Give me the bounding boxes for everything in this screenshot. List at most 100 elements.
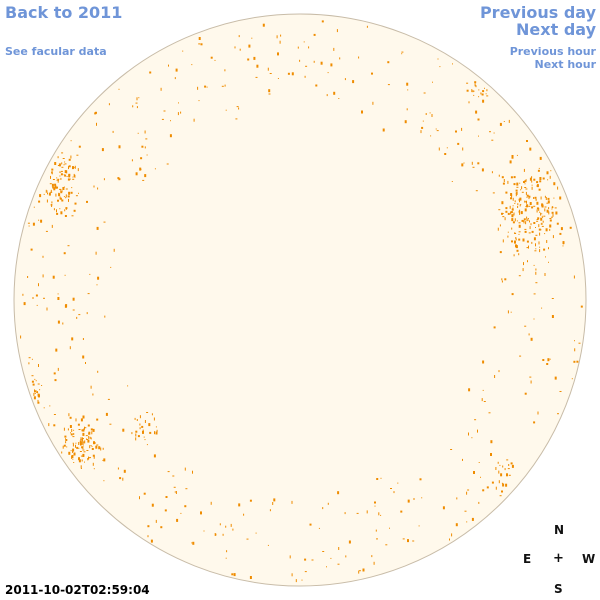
facula-speck: [311, 559, 314, 561]
facula-speck: [68, 178, 71, 180]
facula-speck: [38, 364, 39, 367]
facula-speck: [524, 392, 527, 395]
facula-speck: [53, 424, 56, 427]
facula-speck: [84, 427, 87, 429]
facula-speck: [578, 342, 581, 344]
facula-speck: [524, 187, 527, 188]
facula-speck: [64, 435, 67, 438]
facula-speck: [387, 61, 390, 64]
facula-speck: [42, 274, 44, 278]
facula-speck: [498, 370, 500, 373]
facula-speck: [144, 146, 146, 149]
facula-speck: [192, 470, 193, 474]
facula-speck: [501, 482, 503, 484]
facula-speck: [507, 231, 509, 233]
facula-speck: [75, 195, 78, 197]
facula-speck: [378, 512, 380, 516]
facula-speck: [518, 222, 521, 224]
facula-speck: [362, 568, 365, 572]
facular-data-link[interactable]: See facular data: [5, 45, 107, 58]
next-day-link[interactable]: Next day: [516, 20, 596, 39]
facula-speck: [550, 224, 552, 228]
facula-speck: [76, 154, 79, 156]
back-to-year-link[interactable]: Back to 2011: [5, 3, 123, 22]
facula-speck: [46, 307, 48, 311]
facula-speck: [185, 488, 188, 490]
facula-speck: [30, 248, 33, 251]
facula-speck: [528, 218, 529, 220]
facula-speck: [65, 441, 67, 444]
facula-speck: [533, 264, 535, 266]
facula-speck: [182, 50, 184, 52]
facula-speck: [28, 225, 30, 227]
facula-speck: [533, 237, 536, 241]
facula-speck: [90, 437, 92, 440]
facula-speck: [533, 222, 536, 224]
facula-speck: [132, 105, 134, 108]
facula-speck: [139, 423, 141, 426]
facula-speck: [137, 132, 139, 134]
facula-speck: [339, 57, 341, 60]
next-hour-link[interactable]: Next hour: [534, 58, 597, 71]
facula-speck: [57, 320, 60, 324]
facula-speck: [131, 159, 133, 162]
facula-speck: [531, 176, 533, 179]
facula-speck: [45, 230, 48, 232]
facula-speck: [267, 67, 269, 71]
facula-speck: [253, 56, 256, 60]
facula-speck: [32, 383, 35, 386]
facula-speck: [374, 501, 376, 504]
facula-speck: [549, 358, 551, 360]
facula-speck: [486, 89, 488, 92]
facula-speck: [450, 449, 453, 450]
facula-speck: [502, 465, 504, 468]
facula-speck: [501, 280, 503, 283]
facula-speck: [531, 206, 534, 209]
facula-speck: [62, 187, 65, 190]
facula-speck: [165, 496, 168, 498]
facula-speck: [348, 540, 351, 544]
facula-speck: [507, 180, 509, 184]
facula-speck: [64, 170, 67, 174]
facula-speck: [81, 459, 83, 462]
compass-center-icon: +: [553, 551, 564, 566]
facula-speck: [468, 388, 471, 392]
facula-speck: [173, 486, 176, 488]
facula-speck: [536, 185, 539, 187]
facula-speck: [373, 561, 375, 565]
facula-speck: [71, 215, 74, 217]
facula-speck: [472, 90, 474, 93]
facula-speck: [91, 431, 93, 435]
facula-speck: [101, 148, 104, 152]
previous-day-link[interactable]: Previous day: [479, 3, 596, 22]
facula-speck: [536, 219, 539, 220]
facula-speck: [53, 187, 56, 191]
facula-speck: [521, 186, 523, 190]
facula-speck: [86, 312, 88, 315]
facula-speck: [486, 95, 489, 97]
facula-speck: [517, 206, 519, 208]
facula-speck: [544, 233, 546, 235]
facula-speck: [301, 579, 303, 581]
facula-speck: [557, 186, 559, 190]
facula-speck: [518, 231, 521, 233]
facula-speck: [83, 441, 85, 444]
facula-speck: [507, 310, 509, 314]
facula-speck: [102, 459, 104, 461]
facula-speck: [309, 523, 312, 526]
facula-speck: [289, 555, 291, 559]
facula-speck: [526, 216, 528, 219]
facula-speck: [537, 411, 539, 415]
facula-speck: [535, 227, 536, 228]
previous-hour-link[interactable]: Previous hour: [509, 45, 596, 58]
facula-speck: [65, 188, 68, 190]
facula-speck: [74, 174, 76, 178]
facula-speck: [151, 413, 153, 416]
facula-speck: [73, 167, 75, 169]
facula-speck: [135, 102, 138, 104]
facula-speck: [456, 497, 458, 500]
facula-speck: [494, 375, 496, 378]
facula-speck: [444, 153, 447, 155]
facular-features: [20, 20, 583, 583]
facula-speck: [526, 219, 529, 221]
